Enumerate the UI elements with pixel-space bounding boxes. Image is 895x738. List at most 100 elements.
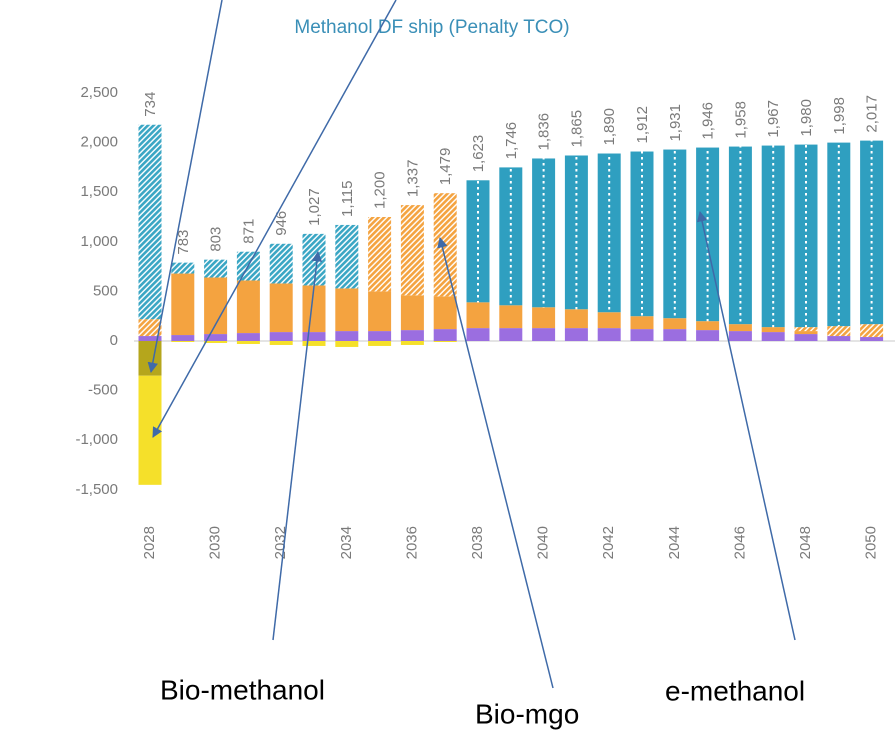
bar-segment <box>794 331 818 335</box>
bar-segment <box>269 283 293 333</box>
bar-segment <box>860 337 884 341</box>
bar-segment <box>499 305 523 329</box>
bar-segment <box>236 333 260 341</box>
bar-segment <box>138 341 162 376</box>
bar-segment <box>663 318 687 330</box>
bar-segment <box>827 336 851 341</box>
bar-segment <box>597 312 621 329</box>
y-tick-label: 0 <box>110 332 118 349</box>
y-tick-label: -500 <box>88 382 118 399</box>
bar-segment <box>302 341 326 346</box>
bar-segment <box>827 142 851 327</box>
bar-segment <box>204 334 228 341</box>
arrow <box>437 236 554 689</box>
bar-segment <box>564 309 588 329</box>
arrow <box>152 0 397 438</box>
y-tick-label: 1,000 <box>80 233 118 250</box>
total-label: 1,479 <box>437 148 454 186</box>
x-tick-label: 2050 <box>863 526 880 559</box>
total-label: 1,890 <box>601 108 618 146</box>
x-tick-label: 2042 <box>600 526 617 559</box>
bar-segment <box>138 319 162 337</box>
bar-segment <box>171 335 195 341</box>
bar-segment <box>368 331 392 341</box>
bar-segment <box>204 277 228 335</box>
bar-segment <box>171 262 195 274</box>
annotation: Bio-mgo <box>475 698 579 729</box>
bar-segment <box>663 329 687 341</box>
bar-segment <box>630 151 654 317</box>
bar-segment <box>696 147 720 322</box>
total-label: 1,027 <box>306 188 323 226</box>
bar-segment <box>400 295 424 331</box>
total-label: 783 <box>175 230 192 255</box>
bar-segment <box>302 285 326 333</box>
arrow <box>696 210 796 641</box>
total-label: 1,998 <box>831 97 848 135</box>
bar-segment <box>368 291 392 332</box>
total-label: 1,865 <box>568 110 585 148</box>
bar-segment <box>630 329 654 341</box>
bar-segment <box>499 328 523 341</box>
total-label: 1,980 <box>798 99 815 137</box>
bar-segment <box>466 328 490 341</box>
bar-segment <box>532 307 556 329</box>
arrow <box>272 250 323 641</box>
bar-segment <box>302 233 326 286</box>
annotation: Bio-methanol <box>160 674 325 705</box>
bar-segment <box>761 332 785 341</box>
bar-segment <box>564 328 588 341</box>
bar-segment <box>302 332 326 341</box>
bar-segment <box>335 288 359 332</box>
x-tick-label: 2046 <box>731 526 748 559</box>
x-tick-label: 2044 <box>666 526 683 559</box>
x-tick-label: 2034 <box>338 526 355 559</box>
annotation-arrows <box>147 0 796 689</box>
bar-segment <box>696 321 720 331</box>
chart-title: Methanol DF ship (Penalty TCO) <box>294 17 569 38</box>
bar-segment <box>663 149 687 319</box>
y-tick-label: -1,500 <box>75 481 118 498</box>
annotation: e-methanol <box>665 675 805 706</box>
bar-segment <box>564 155 588 310</box>
bar-segment <box>532 158 556 308</box>
bar-segment <box>400 341 424 345</box>
bar-segment <box>630 316 654 330</box>
y-tick-label: -1,000 <box>75 431 118 448</box>
bar-segment <box>860 140 884 325</box>
plot-area: 2,500 2,000 1,500 1,000 500 0 -500 -1,000 -1,500… <box>75 84 895 559</box>
bar-segment <box>728 324 752 332</box>
total-label: 1,200 <box>372 171 389 209</box>
bar-segment <box>532 328 556 341</box>
total-label: 1,836 <box>536 113 553 151</box>
bar-segment <box>466 180 490 303</box>
bar-segment <box>335 224 359 289</box>
bar-segment <box>269 341 293 345</box>
bar-segment <box>433 329 457 341</box>
bar-segment <box>368 341 392 346</box>
bar-segment <box>400 205 424 296</box>
y-tick-label: 1,500 <box>80 183 118 200</box>
bar-segment <box>171 273 195 336</box>
bar-segment <box>433 341 457 342</box>
bar-segment <box>269 243 293 284</box>
bar-segment <box>860 324 884 338</box>
bar-segment <box>204 341 228 343</box>
x-tick-label: 2030 <box>207 526 224 559</box>
bar-segment <box>269 332 293 341</box>
bar-segment <box>597 328 621 341</box>
y-tick-label: 2,000 <box>80 134 118 151</box>
y-tick-label: 2,500 <box>80 84 118 101</box>
bar-segment <box>138 375 162 485</box>
x-tick-label: 2040 <box>535 526 552 559</box>
total-label: 734 <box>142 92 159 117</box>
x-tick-label: 2038 <box>469 526 486 559</box>
bar-segment <box>794 144 818 328</box>
bar-segment <box>335 331 359 341</box>
total-label: 1,115 <box>339 180 356 216</box>
bar-segment <box>236 341 260 344</box>
bar-segment <box>368 217 392 292</box>
total-label: 1,958 <box>732 101 749 139</box>
bar-segment <box>597 153 621 313</box>
